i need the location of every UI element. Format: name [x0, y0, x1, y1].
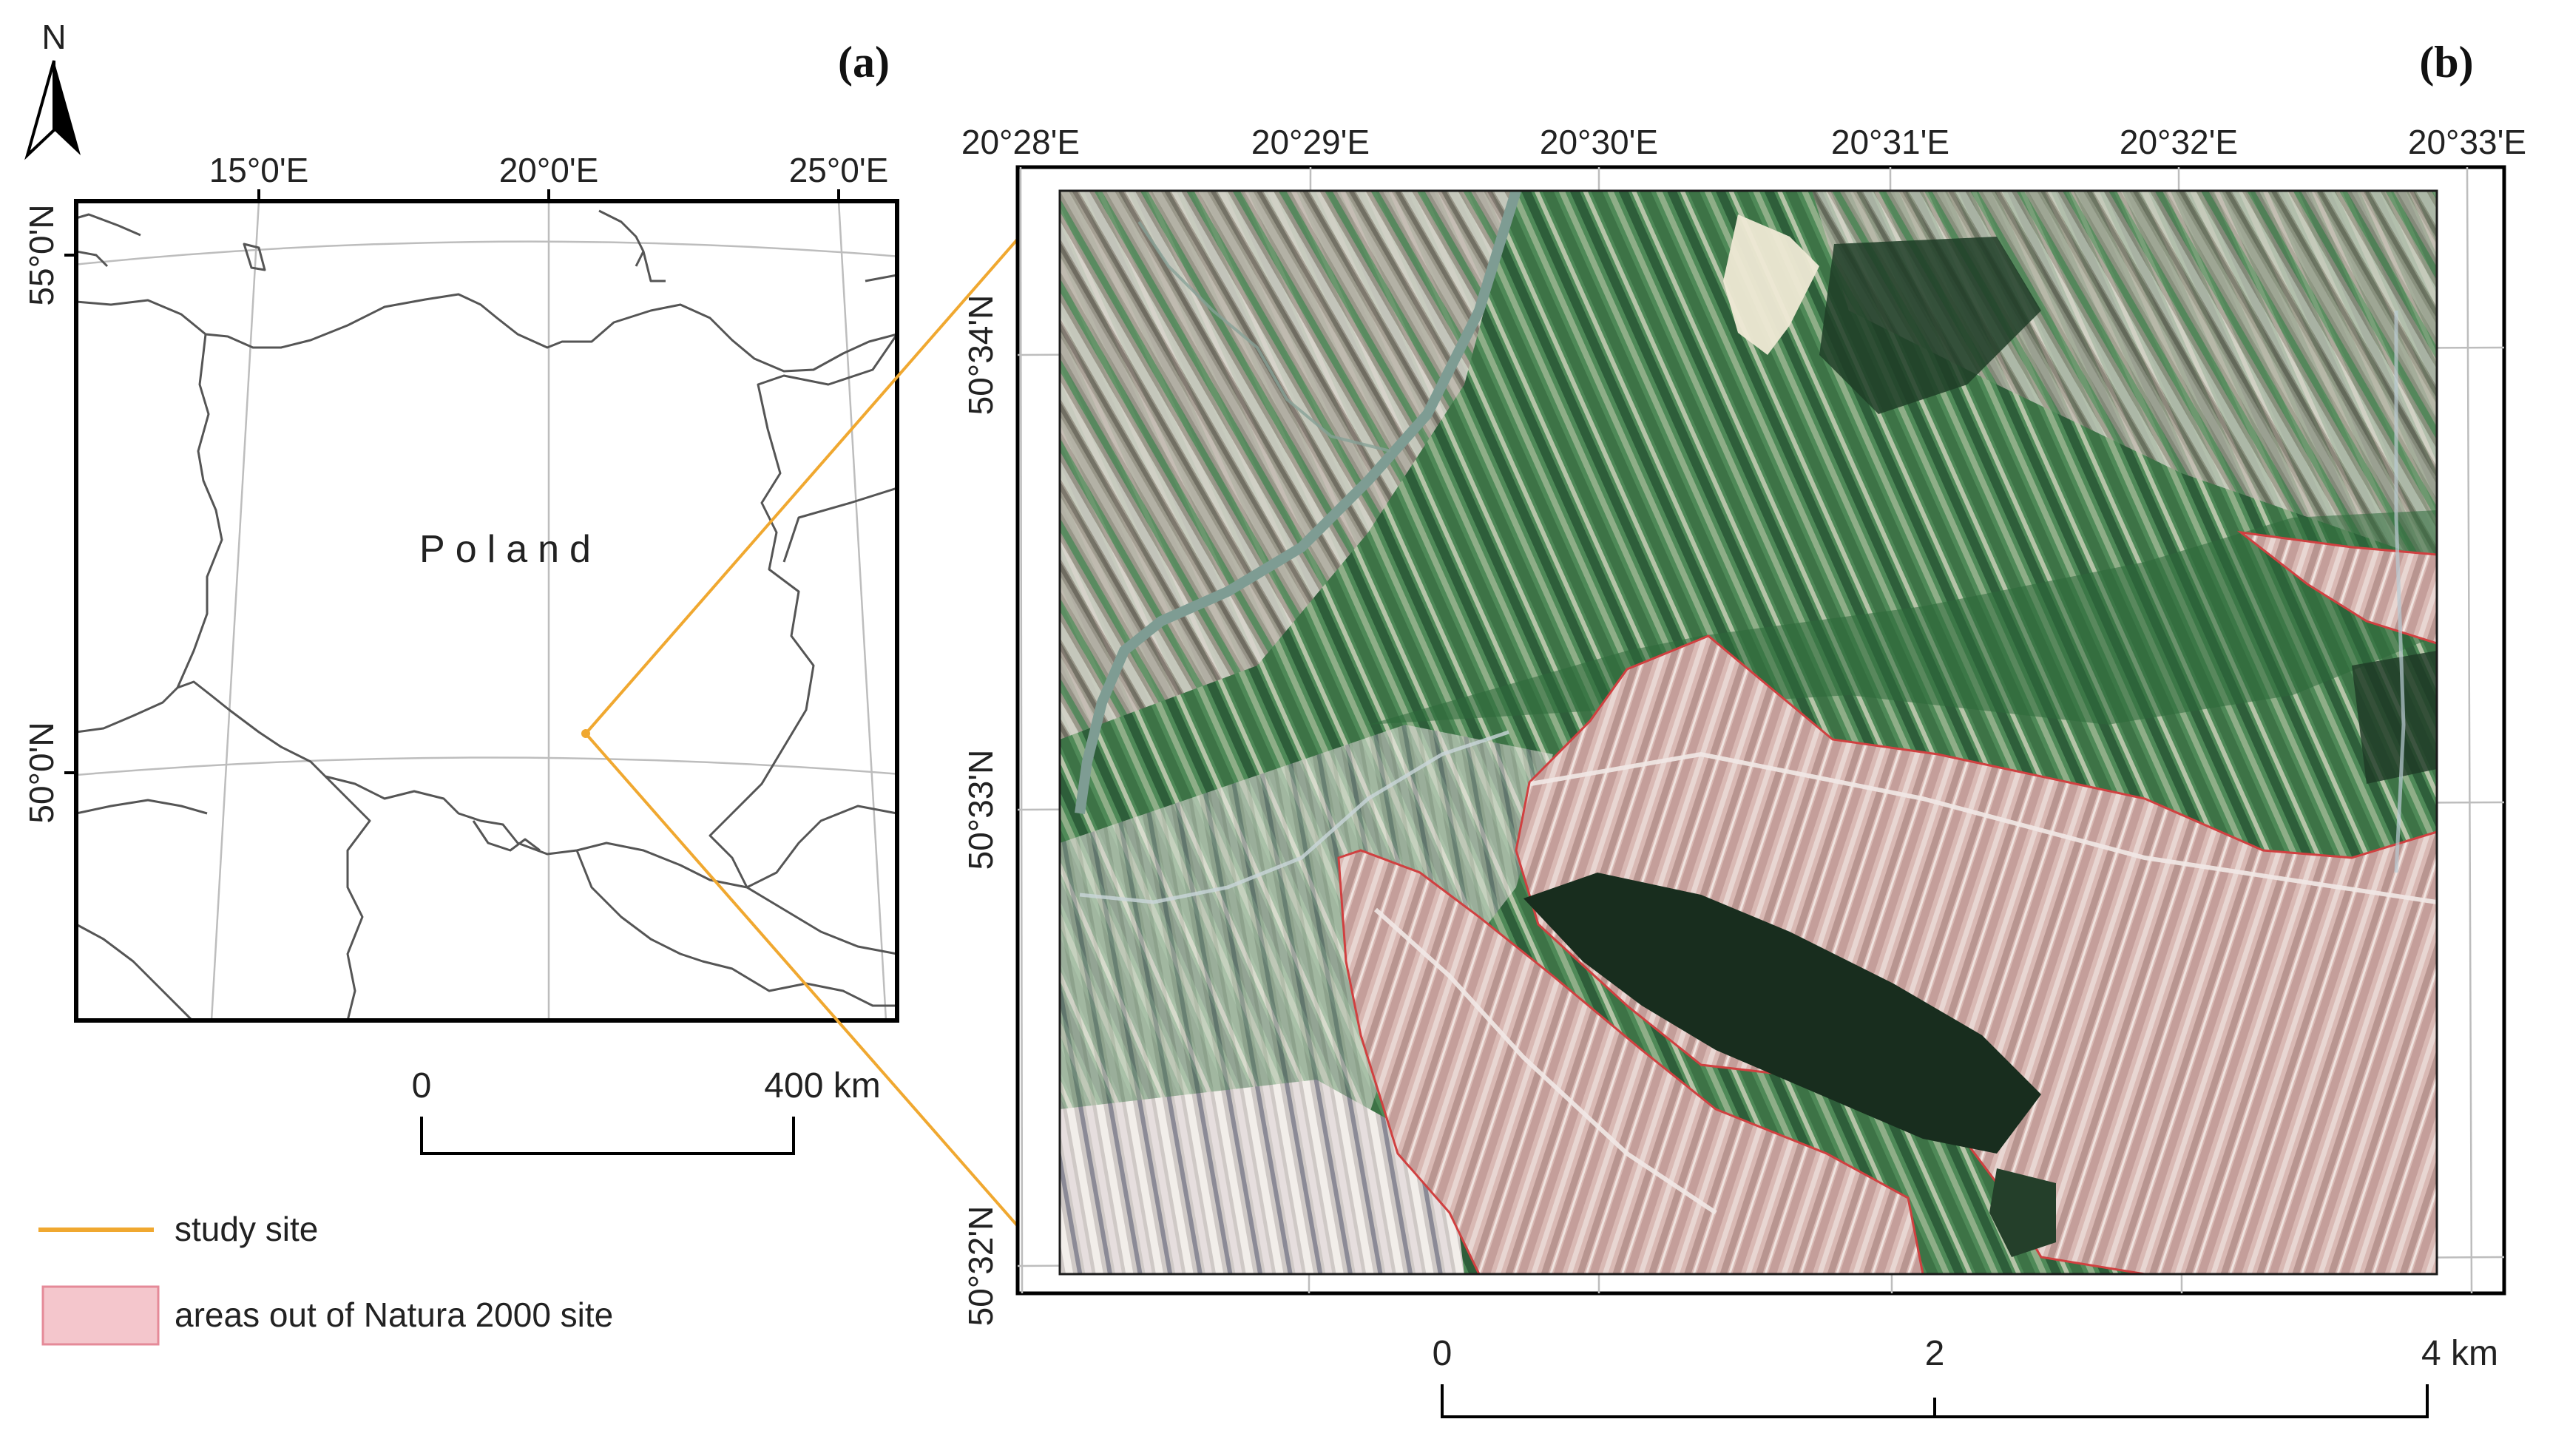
scale-b-end: 4 km [2421, 1334, 2498, 1373]
panel-b-lat-label: 50°34'N [961, 295, 1000, 416]
legend: study site areas out of Natura 2000 site [38, 1210, 613, 1346]
legend-study-site-label: study site [175, 1210, 318, 1248]
panel-b-lat-labels: 50°34'N 50°33'N 50°32'N [961, 295, 1000, 1327]
panel-a-lon-label: 20°0'E [499, 151, 599, 189]
legend-natura-swatch [41, 1285, 160, 1346]
panel-b-lon-label: 20°28'E [961, 123, 1080, 161]
panel-a-lon-label: 25°0'E [789, 151, 889, 189]
panel-b-lat-label: 50°33'N [961, 750, 1000, 870]
panel-b-lon-label: 20°29'E [1251, 123, 1370, 161]
panel-a-lat-label: 50°0'N [22, 722, 61, 823]
natura-excluded-area [1337, 530, 2437, 1274]
north-arrow-right-icon [54, 61, 81, 155]
panel-a-lat-labels: 55°0'N 50°0'N [22, 204, 61, 823]
panel-b-lon-label: 20°31'E [1831, 123, 1949, 161]
panel-b-lon-label: 20°30'E [1540, 123, 1658, 161]
study-site-leader-lines [584, 189, 1061, 1276]
panel-a-label: (a) [838, 38, 890, 87]
panel-a-lon-label: 15°0'E [209, 151, 309, 189]
panel-b-lon-labels: 20°28'E 20°29'E 20°30'E 20°31'E 20°32'E … [961, 123, 2526, 161]
legend-natura-label: areas out of Natura 2000 site [175, 1296, 613, 1334]
scale-a-start: 0 [412, 1066, 432, 1105]
country-label-poland: Poland [419, 528, 601, 571]
scale-b-mid: 2 [1925, 1334, 1945, 1373]
satellite-image [1060, 191, 2437, 1274]
scale-b-start: 0 [1433, 1334, 1452, 1373]
panel-a-frame [74, 199, 899, 1023]
panel-a-scale-bar: 0 400 km [412, 1066, 881, 1155]
panel-b-scale-bar: 0 2 4 km [1433, 1334, 2498, 1418]
panel-b-lat-label: 50°32'N [961, 1206, 1000, 1327]
panel-a-graticule [76, 201, 897, 1020]
panel-b-image-frame [1058, 189, 2438, 1276]
panel-a-borders [76, 209, 897, 1020]
north-arrow-left-icon [24, 60, 55, 160]
panel-b-label: (b) [2419, 38, 2473, 87]
panel-a-map: Poland [76, 201, 897, 1020]
panel-b-lon-label: 20°33'E [2408, 123, 2526, 161]
panel-b-lon-label: 20°32'E [2120, 123, 2238, 161]
north-arrow: N [24, 18, 81, 160]
north-letter: N [41, 18, 66, 56]
scale-a-end: 400 km [764, 1066, 880, 1105]
panel-a-lon-labels: 15°0'E 20°0'E 25°0'E [209, 151, 889, 189]
panel-a-lat-label: 55°0'N [22, 204, 61, 305]
